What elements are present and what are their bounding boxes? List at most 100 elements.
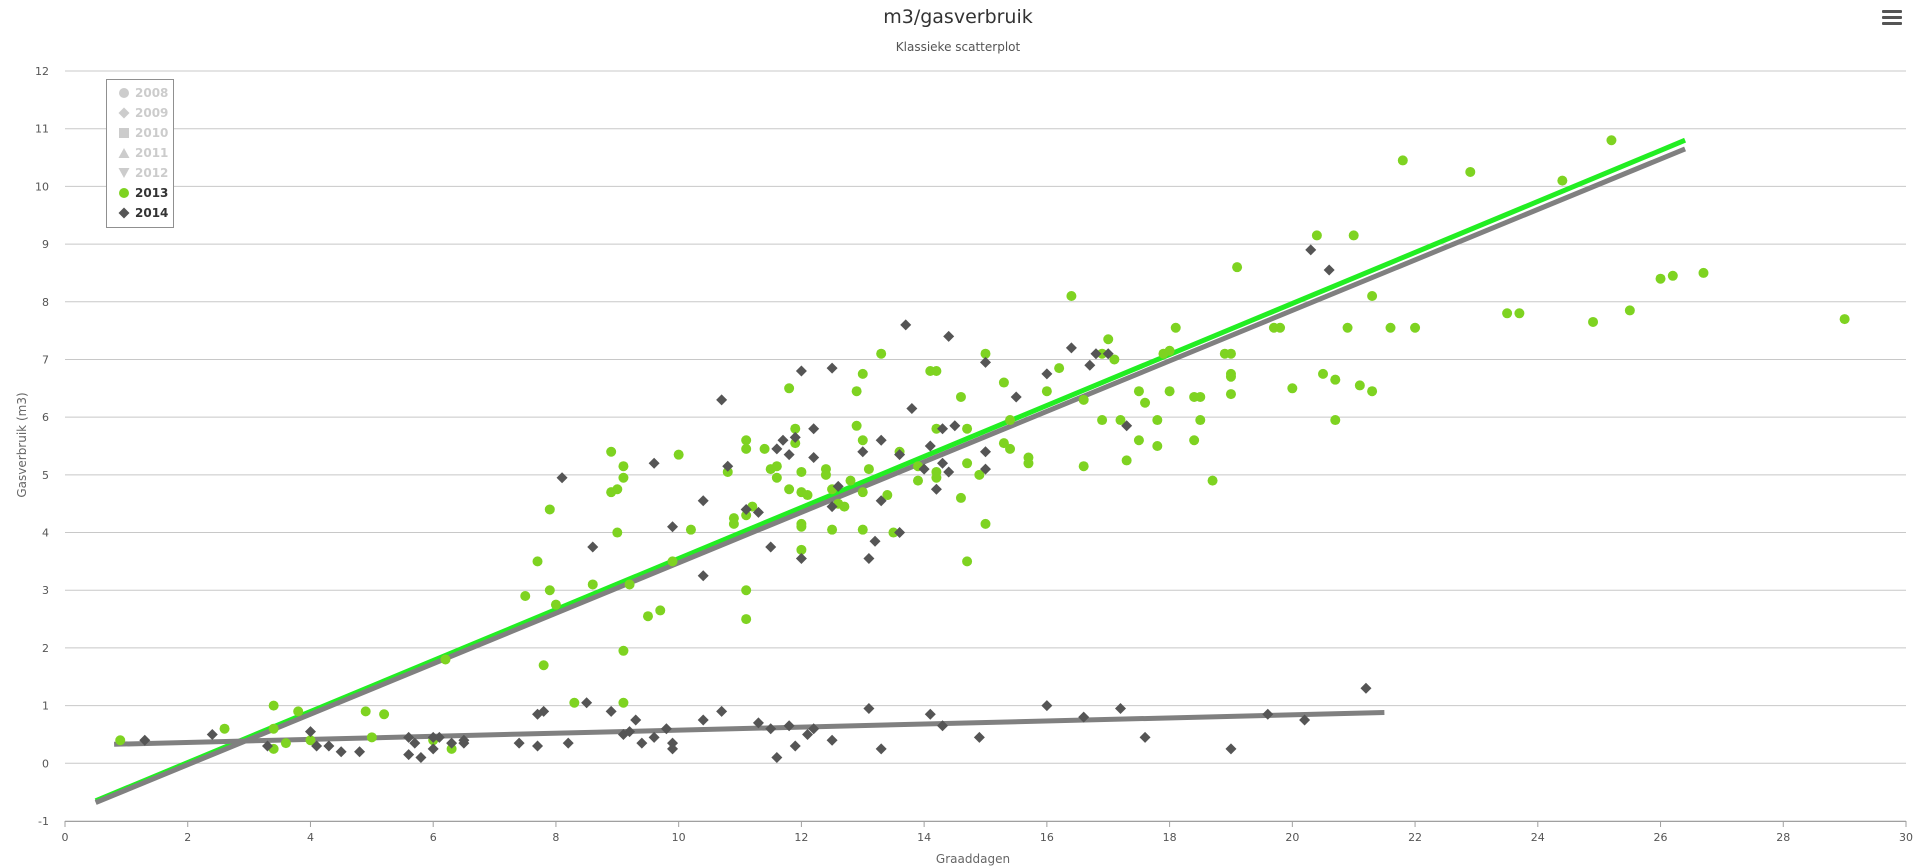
x-tick-label: 22 [1408, 831, 1422, 844]
data-point-2013 [1152, 415, 1163, 426]
legend-item-2009[interactable]: 2009 [107, 103, 173, 123]
data-point-2014 [937, 720, 949, 732]
legend-label: 2012 [135, 166, 169, 180]
data-point-2013 [446, 743, 457, 754]
legend-label: 2010 [135, 126, 169, 140]
data-point-2014 [980, 446, 991, 458]
data-point-2013 [851, 420, 862, 431]
data-point-2014 [206, 728, 218, 740]
trendline-layer [94, 137, 1687, 805]
data-point-2013 [1385, 322, 1396, 333]
data-point-2013 [741, 510, 752, 521]
data-point-2014 [949, 420, 961, 432]
data-point-2014 [937, 423, 949, 435]
data-point-2014 [1078, 711, 1090, 723]
data-point-2013 [618, 645, 629, 656]
data-point-2014 [869, 535, 881, 547]
data-point-2013 [1133, 386, 1144, 397]
x-tick-label: 28 [1776, 831, 1790, 844]
data-point-2014 [783, 449, 795, 461]
data-point-2014 [409, 737, 421, 749]
y-tick-label: 5 [42, 469, 49, 482]
data-point-2013 [685, 524, 696, 535]
data-point-2013 [268, 700, 279, 711]
data-point-2014 [1041, 700, 1053, 712]
data-point-2014 [752, 506, 764, 518]
data-point-2013 [1667, 270, 1678, 281]
legend-item-2010[interactable]: 2010 [107, 123, 173, 143]
data-point-2014 [636, 737, 648, 749]
data-point-2014 [1115, 703, 1127, 714]
data-point-2014 [1299, 714, 1311, 726]
circle-icon [119, 188, 129, 198]
legend-item-2012[interactable]: 2012 [107, 163, 173, 183]
data-point-2013 [569, 697, 580, 708]
data-point-2013 [955, 391, 966, 402]
legend-item-2014[interactable]: 2014 [107, 203, 173, 223]
data-point-2014 [930, 483, 942, 495]
data-point-2014 [875, 434, 887, 446]
data-point-2013 [612, 484, 623, 495]
chart-menu-button[interactable] [1882, 10, 1902, 30]
data-point-2014 [433, 731, 445, 743]
data-point-2013 [1397, 155, 1408, 166]
data-point-2013 [379, 709, 390, 720]
y-tick-label: 10 [35, 180, 49, 193]
data-point-2014 [795, 553, 807, 564]
data-point-2014 [624, 726, 636, 738]
data-point-2014 [894, 449, 906, 461]
data-point-2014 [697, 570, 709, 582]
data-point-2013 [741, 614, 752, 625]
data-point-2014 [906, 403, 918, 414]
data-point-2014 [1102, 348, 1114, 360]
data-point-2013 [955, 492, 966, 503]
data-point-2013 [1502, 308, 1513, 319]
data-point-2013 [1005, 443, 1016, 454]
data-point-2014 [538, 705, 550, 717]
legend-item-2013[interactable]: 2013 [107, 183, 173, 203]
data-point-2013 [1588, 316, 1599, 327]
data-point-2013 [851, 386, 862, 397]
data-point-2013 [1514, 308, 1525, 319]
data-point-2013 [1054, 363, 1065, 374]
data-point-2014 [311, 740, 323, 752]
data-point-2013 [667, 556, 678, 567]
data-point-2014 [863, 703, 875, 714]
data-point-2014 [875, 495, 887, 507]
data-point-2014 [697, 495, 709, 507]
legend-item-2011[interactable]: 2011 [107, 143, 173, 163]
data-point-2013 [796, 521, 807, 532]
data-point-2014 [771, 752, 783, 764]
data-point-2013 [618, 472, 629, 483]
data-point-2013 [912, 475, 923, 486]
y-tick-label: 6 [42, 411, 49, 424]
data-point-2013 [1839, 314, 1850, 325]
data-point-2014 [937, 457, 949, 469]
data-point-2013 [1330, 415, 1341, 426]
legend-item-2008[interactable]: 2008 [107, 83, 173, 103]
data-point-2013 [538, 660, 549, 671]
data-point-2014 [783, 720, 795, 732]
data-point-2014 [556, 472, 568, 484]
data-point-2014 [765, 541, 777, 553]
data-point-2013 [771, 461, 782, 472]
data-point-2013 [550, 599, 561, 610]
data-point-2013 [784, 383, 795, 394]
data-point-2014 [1225, 743, 1237, 755]
data-point-2013 [876, 348, 887, 359]
data-point-2014 [716, 705, 728, 717]
grid-layer [65, 70, 1906, 822]
data-point-2013 [1367, 386, 1378, 397]
data-point-2014 [973, 731, 985, 743]
data-point-2013 [366, 732, 377, 743]
data-point-2013 [1232, 262, 1243, 273]
x-tick-label: 18 [1163, 831, 1177, 844]
data-point-2014 [1084, 359, 1096, 371]
data-point-2013 [722, 466, 733, 477]
data-point-2013 [1606, 135, 1617, 146]
data-point-2013 [998, 377, 1009, 388]
data-point-2013 [1207, 475, 1218, 486]
data-point-2013 [642, 611, 653, 622]
